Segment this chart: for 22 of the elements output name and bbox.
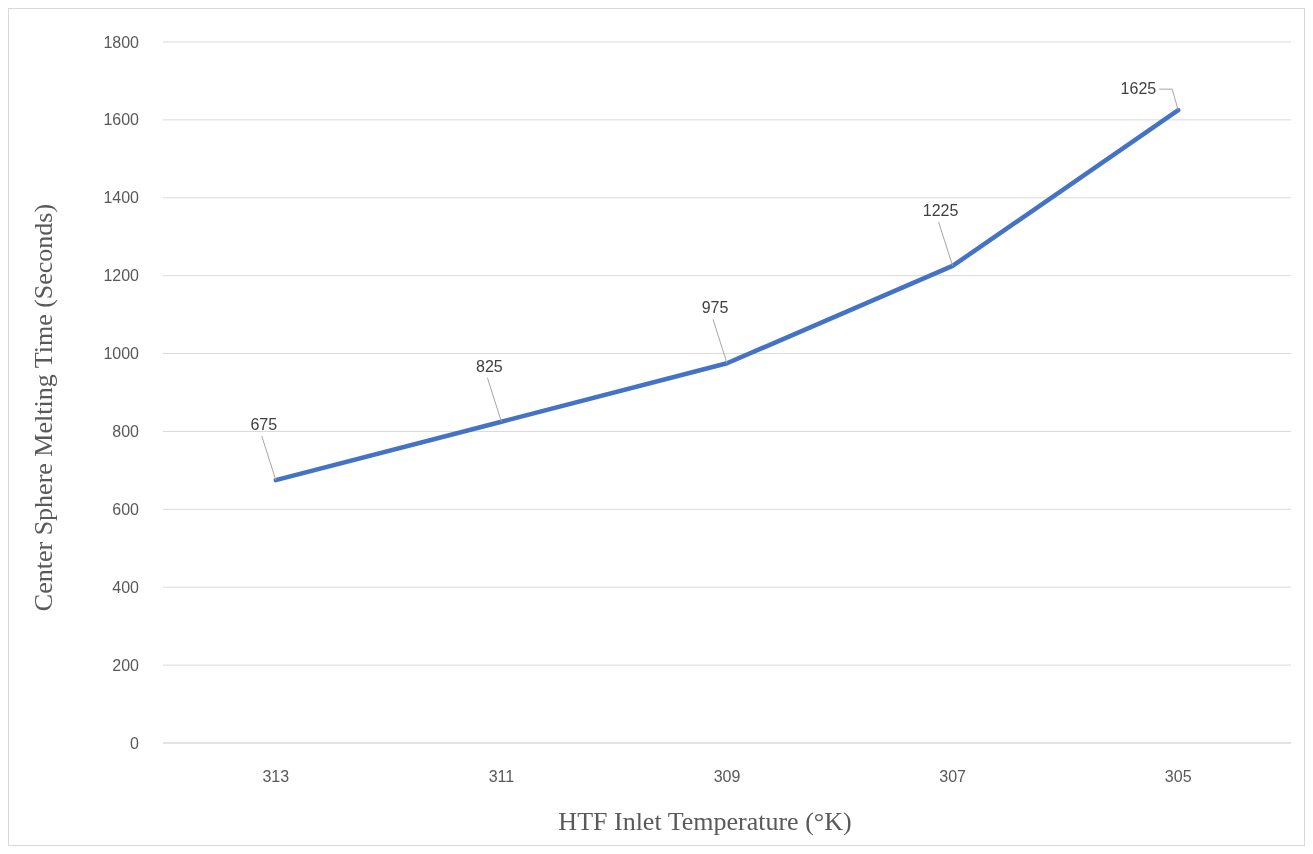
y-tick-label: 1000 [103,345,140,363]
x-axis-title: HTF Inlet Temperature (°K) [558,807,852,836]
y-tick-label: 1400 [103,189,140,207]
x-tick-label: 305 [1164,768,1192,785]
y-tick-label: 1600 [103,111,140,129]
x-tick-label: 309 [713,768,741,785]
data-label: 975 [701,299,729,317]
x-tick-label: 307 [939,768,967,785]
y-tick-label: 400 [112,578,140,596]
y-tick-label: 1200 [103,267,140,285]
y-tick-label: 800 [112,423,140,441]
data-label: 1625 [1120,80,1157,98]
data-label: 1225 [922,201,959,219]
y-tick-label: 200 [112,656,140,674]
x-tick-label: 311 [488,768,515,785]
data-label: 825 [476,357,503,375]
x-tick-label: 313 [262,768,290,785]
y-tick-label: 600 [112,500,140,518]
y-tick-label: 0 [130,734,140,752]
y-axis-title: Center Sphere Melting Time (Seconds) [29,203,58,612]
y-tick-label: 1800 [103,33,140,51]
data-label: 675 [250,416,278,434]
